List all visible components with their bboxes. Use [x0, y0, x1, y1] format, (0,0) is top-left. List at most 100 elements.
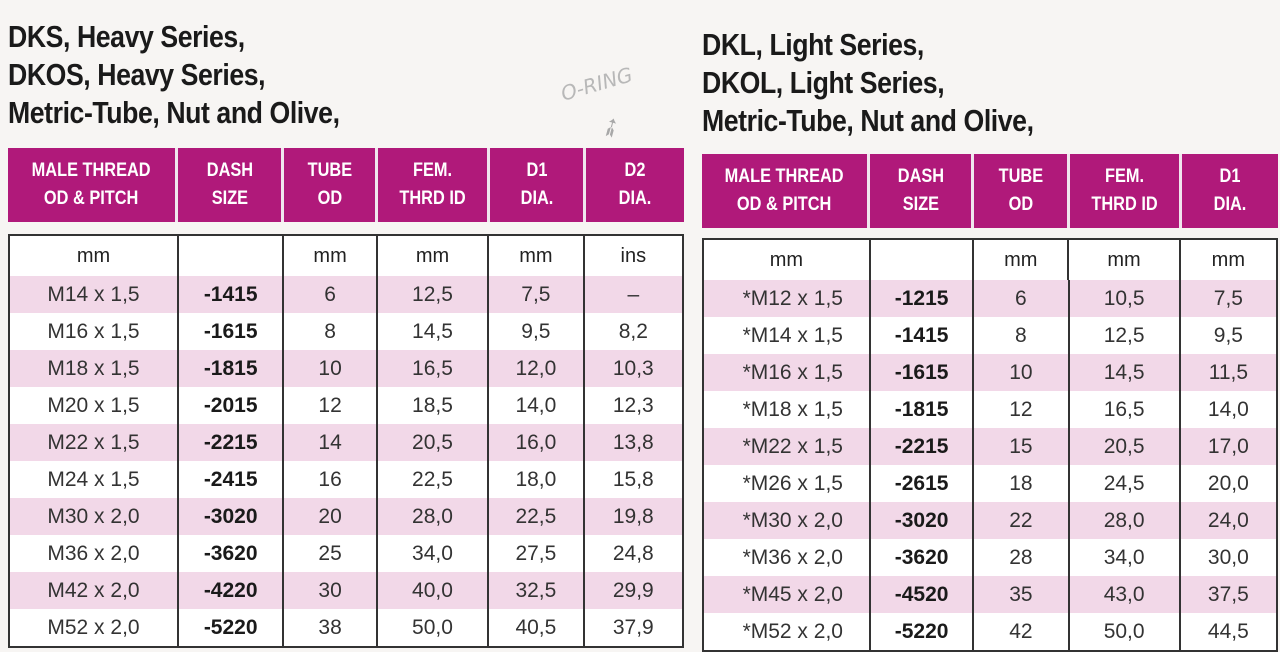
- column-header: TUBE OD: [974, 154, 1070, 228]
- table-row: *M45 x 2,0 -4520 35 43,0 37,5: [704, 576, 1276, 613]
- table-cell: M22 x 1,5: [10, 424, 179, 461]
- table-cell: –: [627, 282, 640, 306]
- column-header-line: SIZE: [902, 194, 939, 215]
- table-cell: 17,0: [1207, 434, 1249, 458]
- left-table-body: mm mm mm mm ins M14 x 1,5 -1415 6 12,5 7,5– M16 x …: [8, 234, 684, 648]
- table-row: *M18 x 1,5 -1815 12 16,5 14,0: [704, 391, 1276, 428]
- table-cell: mm: [1211, 248, 1245, 271]
- column-header: FEM. THRD ID: [1070, 154, 1182, 228]
- table-cell: 34,0: [378, 535, 490, 572]
- table-cell: 19,8: [612, 504, 654, 528]
- table-cell: 24,8: [612, 541, 654, 565]
- table-cell: 22,5: [489, 498, 585, 535]
- table-cell: 18,5: [378, 387, 490, 424]
- table-cell: 38: [284, 609, 378, 646]
- table-cell: 28,0: [1070, 502, 1181, 539]
- table-cell: -2215: [871, 428, 975, 465]
- table-cell: *M45 x 2,0: [704, 576, 871, 613]
- column-header-line: MALE THREAD: [725, 166, 844, 187]
- column-header: DASH SIZE: [178, 148, 284, 222]
- table-cell: -2615: [871, 465, 975, 502]
- table-cell: M52 x 2,0: [10, 609, 179, 646]
- table-cell: M30 x 2,0: [10, 498, 179, 535]
- column-header-line: MALE THREAD: [32, 160, 151, 181]
- table-cell: 9,5: [489, 313, 585, 350]
- column-header-line: THRD ID: [399, 188, 466, 209]
- table-cell: M42 x 2,0: [10, 572, 179, 609]
- title-line: Metric-Tube, Nut and Olive,: [8, 95, 340, 130]
- table-cell: 37,9: [612, 615, 654, 639]
- table-cell: mm: [378, 236, 490, 276]
- units-row: mm mm mm mm: [704, 240, 1276, 280]
- table-cell: -3020: [871, 502, 975, 539]
- column-header: D1 DIA.: [490, 148, 586, 222]
- title-line: DKL, Light Series,: [702, 27, 924, 62]
- table-cell: 14,5: [1070, 354, 1181, 391]
- table-cell: *M52 x 2,0: [704, 613, 871, 650]
- column-header-line: TUBE: [307, 160, 352, 181]
- table-cell: 24,0: [1207, 508, 1249, 532]
- column-header: MALE THREAD OD & PITCH: [8, 148, 178, 222]
- table-row: M36 x 2,0 -3620 25 34,0 27,5 24,8: [10, 535, 682, 572]
- table-row: *M52 x 2,0 -5220 42 50,0 44,5: [704, 613, 1276, 650]
- column-header-line: FEM.: [412, 160, 453, 181]
- table-cell: 20,0: [1207, 471, 1249, 495]
- table-cell: 20,5: [1070, 428, 1181, 465]
- column-header-line: OD: [1008, 194, 1033, 215]
- column-header-line: OD & PITCH: [737, 194, 832, 215]
- table-cell: -4520: [871, 576, 975, 613]
- column-header: TUBE OD: [284, 148, 378, 222]
- table-cell: 24,5: [1070, 465, 1181, 502]
- table-cell: 22,5: [378, 461, 490, 498]
- column-header-line: DIA.: [618, 188, 652, 209]
- table-cell: 42: [974, 613, 1070, 650]
- column-header: DASH SIZE: [870, 154, 974, 228]
- table-cell: -2015: [179, 387, 285, 424]
- table-cell: 6: [284, 276, 378, 313]
- table-row: *M16 x 1,5 -1615 10 14,5 11,5: [704, 354, 1276, 391]
- table-cell: -2215: [179, 424, 285, 461]
- table-cell: 12,5: [378, 276, 490, 313]
- table-cell: 12: [284, 387, 378, 424]
- table-cell: -1815: [179, 350, 285, 387]
- handwritten-note: O-RING: [558, 62, 636, 106]
- title-line: DKS, Heavy Series,: [8, 19, 245, 54]
- table-row: M42 x 2,0 -4220 30 40,0 32,5 29,9: [10, 572, 682, 609]
- table-cell: M18 x 1,5: [10, 350, 179, 387]
- column-header-line: THRD ID: [1091, 194, 1158, 215]
- table-cell: 35: [974, 576, 1070, 613]
- table-cell: -4220: [179, 572, 285, 609]
- table-cell: 16,0: [489, 424, 585, 461]
- column-header-line: DASH: [206, 160, 253, 181]
- table-cell: -1615: [179, 313, 285, 350]
- table-cell: [871, 240, 975, 280]
- table-cell: 16,5: [1070, 391, 1181, 428]
- table-cell: -1815: [871, 391, 975, 428]
- table-cell: *M30 x 2,0: [704, 502, 871, 539]
- table-row: *M36 x 2,0 -3620 28 34,0 30,0: [704, 539, 1276, 576]
- table-cell: 43,0: [1070, 576, 1181, 613]
- table-cell: 8,2: [618, 319, 648, 343]
- table-cell: 34,0: [1070, 539, 1181, 576]
- table-cell: 16,5: [378, 350, 490, 387]
- table-row: M16 x 1,5 -1615 8 14,5 9,5 8,2: [10, 313, 682, 350]
- table-row: *M30 x 2,0 -3020 22 28,0 24,0: [704, 502, 1276, 539]
- table-cell: 27,5: [489, 535, 585, 572]
- table-cell: 14,0: [1207, 397, 1249, 421]
- column-header-line: TUBE: [998, 166, 1043, 187]
- table-cell: 18: [974, 465, 1070, 502]
- title-line: DKOL, Light Series,: [702, 65, 945, 100]
- table-cell: mm: [1069, 240, 1181, 280]
- column-header-line: SIZE: [211, 188, 248, 209]
- table-cell: *M16 x 1,5: [704, 354, 871, 391]
- table-cell: -3020: [179, 498, 285, 535]
- table-cell: M36 x 2,0: [10, 535, 179, 572]
- column-header: D2 DIA.: [586, 148, 684, 222]
- table-cell: 15,8: [612, 467, 654, 491]
- left-table-header: MALE THREAD OD & PITCH DASH SIZE TUBE OD FEM. T…: [8, 148, 684, 222]
- column-header-line: DASH: [897, 166, 944, 187]
- table-cell: 12,0: [489, 350, 585, 387]
- table-cell: 30,0: [1207, 545, 1249, 569]
- table-row: M20 x 1,5 -2015 12 18,5 14,0 12,3: [10, 387, 682, 424]
- units-row: mm mm mm mm ins: [10, 236, 682, 276]
